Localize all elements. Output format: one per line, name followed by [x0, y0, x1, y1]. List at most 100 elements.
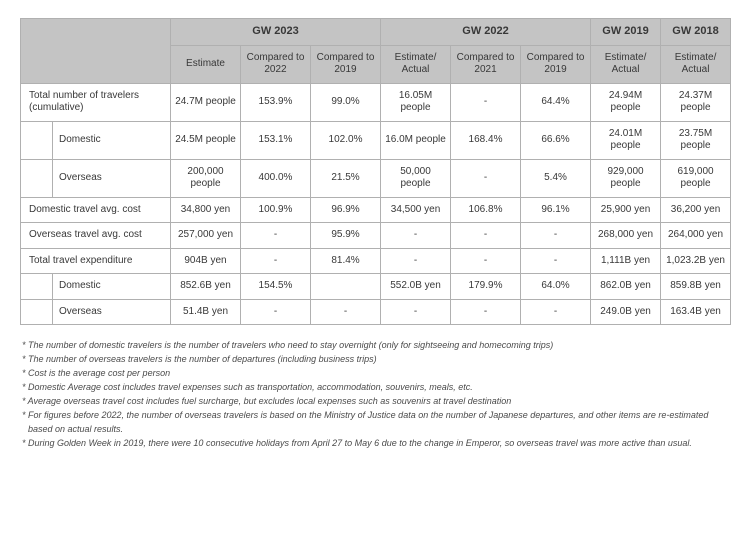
- sub-2023-vs2022: Compared to 2022: [241, 45, 311, 83]
- row-label: Total travel expenditure: [21, 248, 171, 274]
- header-gw2023: GW 2023: [171, 19, 381, 46]
- footnote-line: * The number of overseas travelers is th…: [28, 353, 730, 366]
- data-cell: 50,000 people: [381, 159, 451, 197]
- data-cell: -: [521, 299, 591, 325]
- data-cell: -: [451, 223, 521, 249]
- data-cell: 619,000 people: [661, 159, 731, 197]
- footnotes: * The number of domestic travelers is th…: [20, 339, 730, 449]
- data-cell: 64.4%: [521, 83, 591, 121]
- sub-2022-estimate: Estimate/ Actual: [381, 45, 451, 83]
- data-cell: -: [381, 299, 451, 325]
- table-row: Domestic travel avg. cost34,800 yen100.9…: [21, 197, 731, 223]
- row-label: Domestic: [53, 121, 171, 159]
- table-row: Overseas travel avg. cost257,000 yen-95.…: [21, 223, 731, 249]
- data-cell: 859.8B yen: [661, 274, 731, 300]
- table-row: Total number of travelers (cumulative)24…: [21, 83, 731, 121]
- data-cell: 95.9%: [311, 223, 381, 249]
- data-cell: 153.9%: [241, 83, 311, 121]
- data-cell: 25,900 yen: [591, 197, 661, 223]
- row-label: Domestic travel avg. cost: [21, 197, 171, 223]
- data-cell: 16.05M people: [381, 83, 451, 121]
- data-cell: 929,000 people: [591, 159, 661, 197]
- data-cell: 106.8%: [451, 197, 521, 223]
- data-cell: -: [451, 248, 521, 274]
- data-cell: 257,000 yen: [171, 223, 241, 249]
- table-row: Overseas51.4B yen-----249.0B yen163.4B y…: [21, 299, 731, 325]
- row-label: Overseas: [53, 299, 171, 325]
- data-cell: 96.9%: [311, 197, 381, 223]
- table-body: Total number of travelers (cumulative)24…: [21, 83, 731, 325]
- header-blank: [21, 19, 171, 84]
- data-cell: 21.5%: [311, 159, 381, 197]
- data-cell: [311, 274, 381, 300]
- data-cell: 34,800 yen: [171, 197, 241, 223]
- data-cell: 24.7M people: [171, 83, 241, 121]
- data-cell: -: [381, 223, 451, 249]
- data-cell: 862.0B yen: [591, 274, 661, 300]
- data-cell: -: [241, 299, 311, 325]
- row-label: Overseas: [53, 159, 171, 197]
- footnote-line: * For figures before 2022, the number of…: [28, 409, 730, 435]
- data-cell: 904B yen: [171, 248, 241, 274]
- data-cell: 64.0%: [521, 274, 591, 300]
- data-cell: 24.5M people: [171, 121, 241, 159]
- row-indent-spacer: [21, 159, 53, 197]
- table-row: Domestic24.5M people153.1%102.0%16.0M pe…: [21, 121, 731, 159]
- header-gw2019: GW 2019: [591, 19, 661, 46]
- data-cell: 36,200 yen: [661, 197, 731, 223]
- row-label: Domestic: [53, 274, 171, 300]
- data-cell: 179.9%: [451, 274, 521, 300]
- data-cell: -: [311, 299, 381, 325]
- row-label: Total number of travelers (cumulative): [21, 83, 171, 121]
- row-indent-spacer: [21, 121, 53, 159]
- sub-2023-vs2019: Compared to 2019: [311, 45, 381, 83]
- data-cell: 5.4%: [521, 159, 591, 197]
- data-cell: 1,111B yen: [591, 248, 661, 274]
- row-indent-spacer: [21, 274, 53, 300]
- header-row-groups: GW 2023 GW 2022 GW 2019 GW 2018: [21, 19, 731, 46]
- footnote-line: * Cost is the average cost per person: [28, 367, 730, 380]
- sub-2023-estimate: Estimate: [171, 45, 241, 83]
- data-cell: 1,023.2B yen: [661, 248, 731, 274]
- data-cell: -: [451, 83, 521, 121]
- data-cell: 153.1%: [241, 121, 311, 159]
- table-row: Domestic852.6B yen154.5% 552.0B yen179.9%…: [21, 274, 731, 300]
- sub-2019: Estimate/ Actual: [591, 45, 661, 83]
- table-row: Total travel expenditure904B yen-81.4%--…: [21, 248, 731, 274]
- data-cell: 249.0B yen: [591, 299, 661, 325]
- data-cell: 200,000 people: [171, 159, 241, 197]
- data-cell: 852.6B yen: [171, 274, 241, 300]
- data-cell: -: [451, 299, 521, 325]
- sub-2018: Estimate/ Actual: [661, 45, 731, 83]
- gw-travel-table: GW 2023 GW 2022 GW 2019 GW 2018 Estimate…: [20, 18, 731, 325]
- data-cell: 81.4%: [311, 248, 381, 274]
- data-cell: -: [381, 248, 451, 274]
- data-cell: 552.0B yen: [381, 274, 451, 300]
- data-cell: 16.0M people: [381, 121, 451, 159]
- data-cell: 96.1%: [521, 197, 591, 223]
- sub-2022-vs2019: Compared to 2019: [521, 45, 591, 83]
- data-cell: 34,500 yen: [381, 197, 451, 223]
- data-cell: 268,000 yen: [591, 223, 661, 249]
- data-cell: 24.01M people: [591, 121, 661, 159]
- data-cell: 66.6%: [521, 121, 591, 159]
- data-cell: 163.4B yen: [661, 299, 731, 325]
- data-cell: 24.37M people: [661, 83, 731, 121]
- row-label: Overseas travel avg. cost: [21, 223, 171, 249]
- table-row: Overseas200,000 people400.0%21.5%50,000 …: [21, 159, 731, 197]
- data-cell: 168.4%: [451, 121, 521, 159]
- data-cell: 99.0%: [311, 83, 381, 121]
- header-gw2022: GW 2022: [381, 19, 591, 46]
- sub-2022-vs2021: Compared to 2021: [451, 45, 521, 83]
- data-cell: -: [451, 159, 521, 197]
- data-cell: 154.5%: [241, 274, 311, 300]
- data-cell: 400.0%: [241, 159, 311, 197]
- data-cell: 100.9%: [241, 197, 311, 223]
- data-cell: 51.4B yen: [171, 299, 241, 325]
- data-cell: 102.0%: [311, 121, 381, 159]
- footnote-line: * The number of domestic travelers is th…: [28, 339, 730, 352]
- data-cell: -: [241, 223, 311, 249]
- footnote-line: * Domestic Average cost includes travel …: [28, 381, 730, 394]
- row-indent-spacer: [21, 299, 53, 325]
- data-cell: -: [521, 248, 591, 274]
